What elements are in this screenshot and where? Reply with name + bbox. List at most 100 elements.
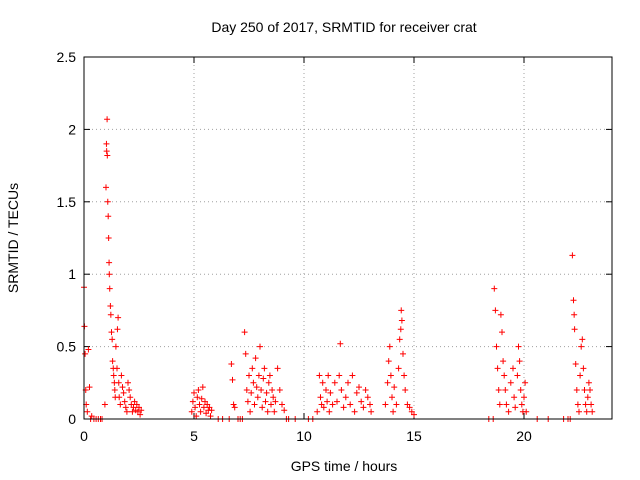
data-point bbox=[85, 346, 92, 353]
data-point bbox=[572, 360, 579, 367]
data-point bbox=[396, 336, 403, 343]
data-point bbox=[319, 379, 326, 386]
data-point bbox=[589, 408, 596, 415]
data-point bbox=[583, 408, 590, 415]
data-point bbox=[402, 387, 409, 394]
x-tick-label: 10 bbox=[296, 428, 312, 444]
data-point bbox=[382, 401, 389, 408]
data-point bbox=[503, 401, 510, 408]
data-point bbox=[189, 398, 196, 405]
data-point bbox=[231, 404, 238, 411]
data-point bbox=[107, 311, 114, 318]
data-point bbox=[263, 389, 270, 396]
data-point bbox=[258, 387, 265, 394]
data-point bbox=[115, 314, 122, 321]
data-point bbox=[253, 384, 260, 391]
data-point bbox=[105, 235, 112, 241]
data-point bbox=[105, 213, 112, 220]
data-point bbox=[270, 394, 277, 401]
data-point bbox=[255, 372, 262, 379]
data-point bbox=[272, 398, 279, 405]
data-point bbox=[331, 379, 338, 386]
data-point bbox=[248, 389, 255, 396]
data-point bbox=[514, 372, 521, 379]
data-point bbox=[507, 379, 514, 386]
data-point bbox=[316, 372, 323, 379]
data-point bbox=[261, 365, 268, 372]
data-point bbox=[112, 343, 119, 350]
data-point bbox=[82, 350, 89, 357]
data-point bbox=[279, 401, 285, 408]
data-point bbox=[106, 271, 113, 278]
data-point bbox=[250, 379, 257, 386]
data-point bbox=[110, 372, 117, 379]
data-point bbox=[393, 401, 400, 408]
data-point bbox=[84, 408, 91, 415]
data-point bbox=[244, 398, 251, 405]
data-point bbox=[138, 407, 145, 414]
data-point bbox=[497, 311, 504, 318]
data-point bbox=[118, 372, 125, 379]
data-point bbox=[577, 372, 584, 379]
data-point bbox=[579, 336, 586, 343]
data-point bbox=[501, 372, 508, 379]
data-point bbox=[117, 401, 124, 408]
data-point bbox=[391, 384, 398, 391]
data-point bbox=[122, 404, 129, 411]
x-tick-label: 20 bbox=[516, 428, 532, 444]
data-point bbox=[207, 413, 214, 420]
data-point bbox=[496, 401, 503, 408]
data-point bbox=[411, 411, 417, 418]
x-tick-label: 15 bbox=[406, 428, 422, 444]
data-point bbox=[500, 358, 507, 365]
data-point bbox=[314, 408, 321, 415]
data-point bbox=[320, 404, 327, 411]
data-point bbox=[326, 408, 333, 415]
data-point bbox=[193, 413, 200, 420]
data-point bbox=[191, 389, 197, 396]
data-point bbox=[581, 387, 588, 394]
data-point bbox=[329, 401, 336, 408]
data-point bbox=[115, 379, 122, 386]
data-point bbox=[126, 387, 133, 394]
data-point bbox=[198, 395, 205, 402]
data-point bbox=[114, 365, 120, 372]
data-point bbox=[246, 372, 252, 379]
data-point bbox=[106, 259, 113, 266]
data-point bbox=[516, 358, 523, 365]
data-point bbox=[247, 408, 254, 415]
x-axis-label: GPS time / hours bbox=[291, 458, 398, 474]
data-point bbox=[338, 387, 345, 394]
data-point bbox=[108, 329, 115, 336]
data-point bbox=[358, 398, 365, 405]
data-point bbox=[120, 389, 127, 396]
data-point bbox=[101, 401, 108, 408]
data-point bbox=[336, 372, 343, 379]
data-point bbox=[127, 394, 134, 401]
data-point bbox=[260, 375, 267, 382]
data-point bbox=[390, 408, 397, 415]
data-point bbox=[398, 317, 405, 324]
y-axis-label: SRMTID / TECUs bbox=[5, 183, 21, 293]
data-point bbox=[351, 408, 358, 415]
data-point bbox=[188, 408, 195, 415]
data-point bbox=[521, 394, 527, 401]
data-point bbox=[570, 297, 577, 304]
data-point bbox=[340, 404, 347, 411]
data-point bbox=[337, 340, 344, 347]
data-point bbox=[349, 372, 356, 379]
data-point bbox=[522, 379, 529, 386]
data-point bbox=[342, 394, 349, 401]
data-point bbox=[580, 365, 587, 372]
data-point bbox=[208, 407, 215, 414]
data-point bbox=[587, 387, 593, 394]
data-point bbox=[109, 358, 116, 365]
data-point bbox=[104, 198, 111, 205]
data-point bbox=[588, 401, 595, 408]
data-point bbox=[499, 329, 505, 336]
data-point bbox=[505, 408, 512, 415]
data-point bbox=[242, 350, 249, 357]
y-tick-label: 0 bbox=[68, 411, 76, 427]
